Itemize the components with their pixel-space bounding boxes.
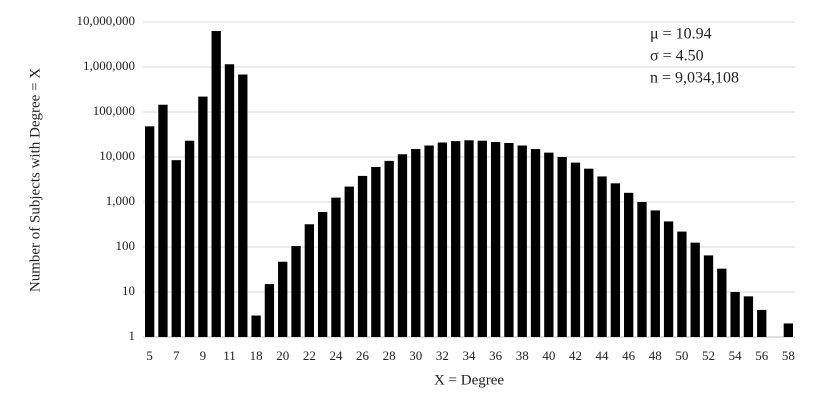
bar: [397, 154, 408, 337]
bar: [184, 140, 195, 337]
bar: [424, 145, 434, 337]
x-tick-label: 44: [596, 348, 610, 363]
x-tick-label: 54: [729, 348, 743, 363]
x-tick-label: 42: [569, 348, 582, 363]
x-tick-label: 34: [463, 348, 477, 363]
bar: [238, 74, 248, 337]
bar: [304, 224, 314, 337]
bar: [677, 231, 687, 337]
bar: [597, 176, 607, 337]
bar: [624, 192, 634, 337]
bar: [451, 141, 461, 337]
bar: [690, 242, 700, 337]
bar: [357, 175, 368, 337]
bar: [544, 152, 554, 337]
x-tick-label: 11: [223, 348, 236, 363]
x-tick-label: 58: [782, 348, 795, 363]
bar: [331, 197, 341, 337]
y-axis-title: Number of Subjects with Degree = X: [27, 68, 43, 292]
bar: [211, 31, 221, 338]
annotation: n = 9,034,108: [650, 70, 739, 87]
x-tick-label: 18: [250, 348, 263, 363]
x-axis-title: X = Degree: [434, 372, 504, 388]
bar: [610, 183, 621, 337]
y-tick-label: 10: [122, 283, 135, 298]
bar: [743, 296, 754, 337]
bar: [384, 160, 394, 337]
bar: [717, 268, 727, 337]
y-tick-label: 1,000,000: [83, 58, 135, 73]
bar: [530, 149, 541, 337]
y-tick-label: 100: [116, 238, 136, 253]
x-tick-label: 26: [356, 348, 370, 363]
bar: [570, 162, 581, 337]
bar: [198, 96, 208, 338]
bar: [171, 160, 181, 337]
x-tick-label: 28: [383, 348, 396, 363]
y-tick-label: 10,000,000: [77, 13, 136, 28]
y-tick-label: 1,000: [106, 193, 135, 208]
bar: [344, 186, 354, 337]
bar: [477, 140, 487, 337]
bar: [557, 157, 567, 337]
x-tick-label: 38: [516, 348, 529, 363]
x-tick-label: 46: [622, 348, 636, 363]
bar: [757, 309, 767, 337]
bar: [437, 142, 448, 337]
bar: [144, 126, 155, 337]
bar: [490, 142, 501, 337]
y-tick-label: 10,000: [99, 148, 135, 163]
bar: [637, 202, 647, 337]
bar: [650, 210, 660, 337]
bar: [663, 221, 674, 337]
x-tick-label: 5: [146, 348, 153, 363]
bar: [464, 140, 474, 337]
x-tick-label: 32: [436, 348, 449, 363]
x-tick-label: 52: [702, 348, 715, 363]
x-tick-label: 40: [542, 348, 555, 363]
annotation: σ = 4.50: [650, 48, 704, 65]
bar: [158, 104, 168, 338]
y-tick-label: 1: [129, 328, 136, 343]
bar: [703, 255, 714, 337]
bar: [371, 166, 381, 337]
x-tick-label: 24: [329, 348, 343, 363]
bar: [251, 315, 261, 337]
bar: [224, 64, 235, 337]
x-tick-label: 50: [675, 348, 688, 363]
bar: [291, 246, 301, 337]
bar: [730, 292, 740, 337]
bar: [278, 261, 288, 337]
x-tick-label: 7: [173, 348, 180, 363]
x-tick-label: 30: [409, 348, 422, 363]
y-tick-label: 100,000: [93, 103, 135, 118]
bar: [411, 149, 421, 337]
bar: [264, 284, 275, 337]
bar: [504, 142, 514, 337]
x-tick-label: 9: [200, 348, 207, 363]
x-tick-label: 48: [649, 348, 662, 363]
x-tick-label: 20: [276, 348, 289, 363]
x-tick-label: 56: [755, 348, 769, 363]
bar: [783, 323, 794, 337]
bar: [517, 145, 527, 337]
bar: [317, 211, 328, 337]
x-tick-label: 36: [489, 348, 503, 363]
bar: [584, 168, 594, 337]
x-tick-label: 22: [303, 348, 316, 363]
annotation: μ = 10.94: [650, 26, 712, 43]
